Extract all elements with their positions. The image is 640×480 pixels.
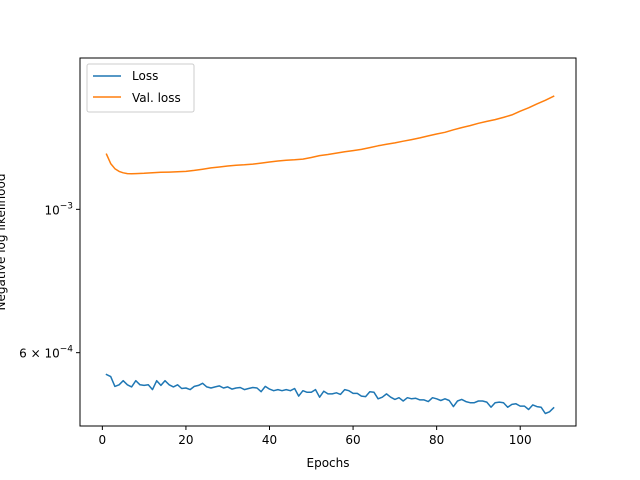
y-axis-label: Negative log likelihood	[0, 174, 8, 311]
legend-label-val-loss: Val. loss	[132, 91, 181, 105]
axes-frame	[79, 57, 577, 427]
series-line-val-loss	[105, 95, 555, 175]
series-line-loss	[105, 373, 555, 415]
x-tick-label: 80	[429, 433, 444, 447]
plot-layer	[105, 95, 555, 415]
x-tick-label: 0	[99, 433, 107, 447]
x-tick-label: 40	[262, 433, 277, 447]
x-tick-label: 60	[345, 433, 360, 447]
x-tick-label: 100	[509, 433, 532, 447]
x-tick-label: 20	[178, 433, 193, 447]
legend: Loss Val. loss	[86, 63, 195, 113]
legend-label-loss: Loss	[132, 69, 158, 83]
x-axis-label: Epochs	[307, 456, 350, 470]
